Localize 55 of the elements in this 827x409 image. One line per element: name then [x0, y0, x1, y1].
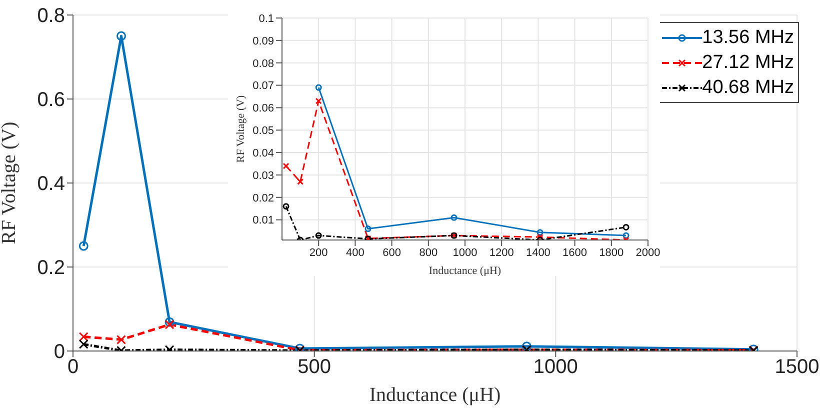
x-tick-label: 1000 — [452, 246, 478, 259]
legend-label: 40.68 MHz — [702, 76, 794, 98]
x-tick-label: 1800 — [599, 246, 624, 259]
y-tick-label: 0.1 — [258, 12, 274, 25]
point — [622, 224, 630, 230]
y-tick-label: 0.06 — [252, 102, 274, 115]
y-tick-label: 0.07 — [252, 80, 274, 92]
y-tick-label: 0.6 — [37, 89, 65, 112]
y-tick-label: 0 — [54, 341, 65, 364]
point — [116, 31, 126, 41]
x-tick-label: 800 — [419, 246, 438, 259]
point — [164, 317, 174, 327]
y-tick-label: 0.01 — [252, 214, 274, 227]
point — [164, 320, 174, 330]
point — [450, 214, 458, 221]
point — [522, 342, 532, 351]
point — [315, 84, 322, 91]
point — [364, 226, 372, 232]
x-tick-label: 1500 — [774, 356, 820, 378]
y-tick-label: 0.03 — [252, 170, 274, 182]
point — [78, 241, 88, 251]
y-tick-label: 0.2 — [37, 257, 65, 280]
x-tick-label: 1200 — [489, 246, 514, 259]
y-tick-label: 0.02 — [252, 192, 274, 204]
x-tick-label: 1000 — [533, 356, 578, 378]
y-tick-label: 0.04 — [252, 147, 274, 160]
x-tick-label: 1600 — [562, 246, 588, 259]
y-tick-label: 0.08 — [252, 58, 274, 70]
point — [622, 232, 630, 239]
y-tick-label: 0.09 — [252, 35, 274, 48]
legend-label: 13.56 MHz — [702, 26, 794, 48]
point — [297, 178, 304, 185]
x-axis-title: Inductance (μH) — [428, 265, 502, 277]
x-axis-title: Inductance (μH) — [369, 384, 501, 406]
point — [315, 98, 322, 104]
x-tick-label: 0 — [67, 356, 79, 378]
legend-label: 27.12 MHz — [702, 52, 794, 74]
x-tick-label: 400 — [346, 246, 364, 259]
y-axis-title: RF Voltage (V) — [0, 122, 20, 244]
y-tick-label: 0.4 — [37, 173, 65, 196]
point — [315, 232, 322, 239]
point — [536, 234, 544, 240]
y-tick-label: 0.05 — [252, 125, 274, 138]
point — [78, 332, 88, 342]
point — [282, 203, 290, 210]
point — [282, 162, 290, 170]
y-tick-label: 0.8 — [37, 5, 65, 28]
x-tick-label: 200 — [309, 246, 328, 259]
x-tick-label: 600 — [382, 246, 401, 259]
point — [116, 334, 126, 344]
y-axis-title: RF Voltage (V) — [234, 94, 247, 163]
x-tick-label: 500 — [298, 356, 332, 378]
x-tick-label: 1400 — [526, 246, 550, 259]
x-tick-label: 2000 — [636, 246, 660, 259]
point — [536, 229, 544, 236]
